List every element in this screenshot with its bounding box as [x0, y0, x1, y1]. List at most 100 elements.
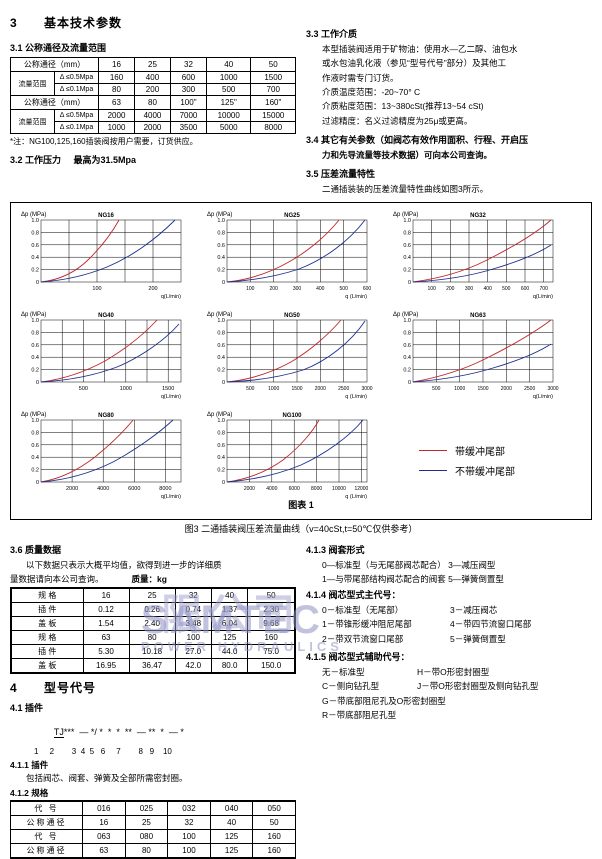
svg-text:6000: 6000	[289, 486, 300, 492]
grid-lines	[41, 320, 181, 382]
svg-text:1000: 1000	[120, 386, 132, 392]
cell: 0.12	[83, 603, 129, 617]
grid-lines	[227, 320, 367, 382]
code-right: H－带O形密封圈型	[417, 666, 489, 678]
section-4-1-3-heading: 4.1.3 阀套形式	[306, 543, 592, 556]
panel-title: NG16	[98, 213, 114, 219]
section-3-title: 基本技术参数	[44, 16, 122, 30]
svg-text:1.0: 1.0	[31, 418, 39, 424]
cell: 016	[83, 801, 126, 816]
svg-text:0.6: 0.6	[31, 342, 39, 348]
cell: 27.0	[175, 645, 211, 659]
series-line-damped	[227, 220, 339, 282]
code-left: 2－带双节流窗口尾部	[322, 633, 450, 645]
figure-caption: 图3 二通插装阀压差流量曲线（v=40cSt,t=50℃仅供参考）	[10, 522, 592, 535]
table-row: 流量范围 Δ ≤0.5Mpa 160 400 600 1000 1500	[11, 72, 296, 84]
svg-text:2000: 2000	[66, 486, 78, 492]
svg-text:4000: 4000	[97, 486, 109, 492]
y-tick-labels: 1.00.8 0.60.4 0.20	[217, 318, 225, 386]
section-3-5-line: 二通插装装的压差流量特性曲线如图3所示。	[306, 183, 592, 195]
right-column: 3.3 工作介质 本型插装阀适用于矿物油：使用水—乙二醇、油包水 或水包油乳化液…	[306, 8, 592, 198]
cell: 300	[170, 84, 206, 96]
svg-text:0.4: 0.4	[31, 455, 39, 461]
svg-text:0: 0	[408, 280, 411, 286]
code-left: 0－标准型（无尾部）	[322, 604, 450, 616]
svg-text:0: 0	[36, 280, 39, 286]
svg-text:2000: 2000	[315, 386, 326, 392]
flow-range-table: 公称通径（mm） 16 25 32 40 50 流量范围 Δ ≤0.5Mpa 1…	[10, 57, 296, 134]
section-4-1-1-line: 包括阀芯、阀套、弹簧及全部所需密封圈。	[10, 772, 296, 784]
series-line-damped	[41, 220, 119, 282]
svg-text:500: 500	[432, 386, 441, 392]
chart-svg: Δp (MPa) NG80 1.00.8	[13, 407, 199, 507]
cell: 10000	[206, 110, 251, 122]
cell: 080	[125, 830, 168, 844]
x-axis-label: q(L/min)	[161, 294, 181, 300]
series-line-undamped	[413, 344, 551, 382]
svg-text:0.4: 0.4	[403, 255, 411, 261]
svg-text:0: 0	[222, 380, 225, 386]
cell: 15000	[251, 110, 296, 122]
grid-lines	[227, 220, 367, 282]
svg-text:1500: 1500	[477, 386, 488, 392]
svg-text:0.4: 0.4	[217, 255, 225, 261]
table-row: 代 号 063 080 100 125 160	[11, 830, 296, 844]
y-tick-labels: 1.00.8 0.60.4 0.20	[217, 418, 225, 486]
cell-label: 公称通径	[11, 816, 83, 830]
panel-title: NG63	[470, 313, 486, 319]
svg-text:10000: 10000	[332, 486, 346, 492]
svg-text:700: 700	[540, 286, 549, 292]
x-axis-label: q(L/min)	[161, 394, 181, 400]
cell: 44.0	[211, 645, 247, 659]
cell: 42.0	[175, 659, 211, 674]
section-4-1-5-list: 无－标准型 H－带O形密封圈型 C－侧向钻孔型 J－带O形密封圈型及侧向钻孔型 …	[306, 666, 592, 721]
cell: 40	[206, 58, 251, 72]
x-axis-label: q(L/min)	[533, 394, 553, 400]
cell: 4000	[134, 110, 170, 122]
svg-text:0.2: 0.2	[217, 367, 225, 373]
series-line-damped	[413, 320, 551, 382]
svg-text:100: 100	[246, 286, 255, 292]
legend-label: 带缓冲尾部	[455, 443, 505, 458]
code-right: 4－带四节流窗口尾部	[450, 618, 531, 630]
svg-text:3000: 3000	[547, 386, 558, 392]
chart-svg: Δp (MPa) NG100	[199, 407, 385, 507]
cell-label: 流量范围	[11, 72, 55, 96]
series-line-damped	[227, 320, 341, 382]
series-line-undamped	[227, 321, 365, 382]
cell: 16	[83, 816, 126, 830]
code-left: C－侧向钻孔型	[322, 680, 417, 692]
section-4-number: 4	[10, 681, 44, 695]
cell: 8000	[251, 122, 296, 134]
svg-text:0.6: 0.6	[403, 342, 411, 348]
svg-text:0.2: 0.2	[403, 267, 411, 273]
svg-text:3000: 3000	[361, 386, 372, 392]
cell: 25	[125, 816, 168, 830]
panel-title: NG50	[284, 313, 300, 319]
panel-title: NG25	[284, 213, 300, 219]
svg-text:400: 400	[484, 286, 493, 292]
cell: 160	[253, 830, 296, 844]
chart-panel-ng32: Δp (MPa) NG32	[385, 207, 571, 307]
cell: 050	[253, 801, 296, 816]
cell: 2000	[99, 110, 135, 122]
section-3-6-line: 量数据请向本公司查询。	[10, 573, 104, 585]
bottom-right-column: 4.1.3 阀套形式 0—标准型（与无尾部阀芯配合） 3—减压阀型 1—与带尾部…	[306, 538, 592, 724]
cell-label: 规 格	[11, 631, 83, 645]
cell: 700	[251, 84, 296, 96]
y-tick-labels: 1.00.8 0.60.4 0.20	[403, 218, 411, 286]
cell: 160	[253, 844, 296, 859]
cell: 600	[170, 72, 206, 84]
cell-label: 代 号	[11, 801, 83, 816]
cell: 160	[99, 72, 135, 84]
section-3-5-heading: 3.5 压差流量特性	[306, 167, 592, 180]
svg-text:0.2: 0.2	[31, 467, 39, 473]
panel-title: NG100	[282, 413, 302, 419]
cell: 100	[168, 844, 211, 859]
